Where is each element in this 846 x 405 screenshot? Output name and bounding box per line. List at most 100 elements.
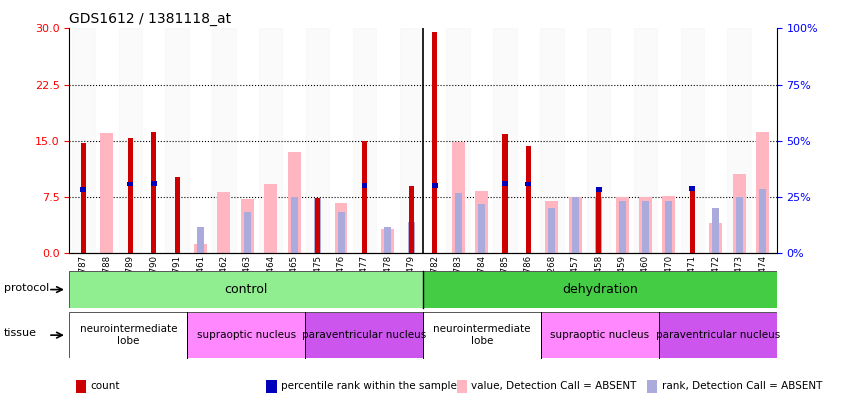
Bar bbox=[666, 201, 673, 253]
Text: rank, Detection Call = ABSENT: rank, Detection Call = ABSENT bbox=[662, 382, 822, 391]
Bar bbox=[587, 28, 610, 253]
Bar bbox=[353, 28, 376, 253]
Text: neurointermediate
lobe: neurointermediate lobe bbox=[80, 324, 177, 346]
Text: tissue: tissue bbox=[4, 328, 37, 338]
Bar bbox=[525, 182, 531, 186]
Bar bbox=[709, 223, 722, 253]
Bar bbox=[334, 203, 348, 253]
Bar bbox=[454, 193, 462, 253]
Bar bbox=[101, 133, 113, 253]
Bar bbox=[423, 28, 447, 253]
Bar bbox=[639, 197, 652, 253]
Text: count: count bbox=[91, 382, 120, 391]
Bar bbox=[546, 201, 558, 253]
Text: paraventricular nucleus: paraventricular nucleus bbox=[656, 330, 780, 340]
Bar bbox=[128, 182, 133, 186]
Bar bbox=[689, 186, 695, 191]
Bar bbox=[662, 196, 675, 253]
Bar bbox=[541, 312, 659, 358]
Bar bbox=[241, 199, 254, 253]
Bar bbox=[596, 187, 602, 192]
Bar bbox=[189, 28, 212, 253]
Bar bbox=[338, 212, 344, 253]
Bar bbox=[681, 28, 704, 253]
Text: value, Detection Call = ABSENT: value, Detection Call = ABSENT bbox=[471, 382, 636, 391]
Text: dehydration: dehydration bbox=[562, 283, 638, 296]
Bar bbox=[548, 208, 555, 253]
Bar bbox=[569, 197, 582, 253]
Bar bbox=[503, 134, 508, 253]
Bar bbox=[291, 197, 298, 253]
Text: supraoptic nucleus: supraoptic nucleus bbox=[550, 330, 650, 340]
Text: supraoptic nucleus: supraoptic nucleus bbox=[196, 330, 296, 340]
Bar bbox=[502, 181, 508, 185]
Bar bbox=[399, 28, 423, 253]
Bar bbox=[283, 28, 306, 253]
Text: control: control bbox=[224, 283, 268, 296]
Bar bbox=[212, 28, 236, 253]
Bar bbox=[69, 271, 423, 308]
Bar bbox=[634, 28, 657, 253]
Bar bbox=[756, 132, 769, 253]
Bar bbox=[452, 142, 464, 253]
Bar bbox=[610, 28, 634, 253]
Bar bbox=[733, 175, 745, 253]
Bar bbox=[128, 139, 133, 253]
Bar bbox=[423, 312, 541, 358]
Bar bbox=[616, 197, 629, 253]
Bar bbox=[236, 28, 259, 253]
Bar bbox=[751, 28, 774, 253]
Bar bbox=[174, 177, 179, 253]
Bar bbox=[478, 205, 485, 253]
Bar bbox=[657, 28, 681, 253]
Bar bbox=[432, 32, 437, 253]
Bar bbox=[728, 28, 751, 253]
Bar bbox=[596, 187, 602, 253]
Bar bbox=[493, 28, 517, 253]
Bar bbox=[376, 28, 399, 253]
Bar bbox=[118, 28, 142, 253]
Bar bbox=[475, 191, 488, 253]
Text: protocol: protocol bbox=[4, 283, 49, 292]
Bar bbox=[361, 183, 367, 188]
Bar bbox=[194, 244, 207, 253]
Bar bbox=[362, 141, 367, 253]
Bar bbox=[244, 212, 251, 253]
Bar bbox=[689, 185, 695, 253]
Text: paraventricular nucleus: paraventricular nucleus bbox=[302, 330, 426, 340]
Bar bbox=[305, 312, 423, 358]
Bar bbox=[315, 198, 320, 253]
Text: GDS1612 / 1381118_at: GDS1612 / 1381118_at bbox=[69, 12, 232, 26]
Bar bbox=[165, 28, 189, 253]
Bar bbox=[704, 28, 728, 253]
Bar bbox=[595, 197, 602, 253]
Bar bbox=[517, 28, 540, 253]
Bar bbox=[447, 28, 470, 253]
Bar bbox=[712, 208, 719, 253]
Bar bbox=[259, 28, 283, 253]
Bar bbox=[384, 227, 392, 253]
Bar bbox=[329, 28, 353, 253]
Bar bbox=[526, 146, 531, 253]
Text: percentile rank within the sample: percentile rank within the sample bbox=[281, 382, 457, 391]
Bar bbox=[306, 28, 329, 253]
Bar bbox=[423, 271, 777, 308]
Bar bbox=[382, 229, 394, 253]
Bar bbox=[470, 28, 493, 253]
Bar bbox=[314, 198, 321, 253]
Bar bbox=[563, 28, 587, 253]
Bar bbox=[151, 181, 157, 185]
Bar bbox=[151, 132, 157, 253]
Bar bbox=[197, 227, 204, 253]
Bar bbox=[217, 192, 230, 253]
Bar bbox=[72, 28, 95, 253]
Bar bbox=[80, 187, 86, 192]
Bar bbox=[408, 222, 415, 253]
Bar bbox=[540, 28, 563, 253]
Bar bbox=[759, 190, 766, 253]
Bar bbox=[572, 197, 579, 253]
Bar bbox=[142, 28, 165, 253]
Bar bbox=[187, 312, 305, 358]
Bar bbox=[659, 312, 777, 358]
Bar bbox=[69, 312, 187, 358]
